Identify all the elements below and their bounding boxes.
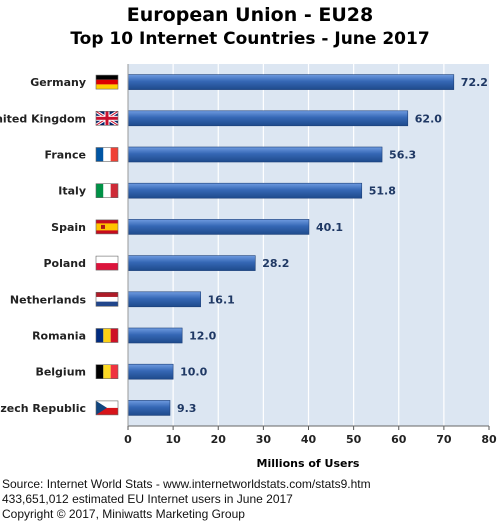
category-label: Italy xyxy=(58,185,86,198)
bar-chart: 72.262.056.351.840.128.216.112.010.09.3 … xyxy=(0,64,497,470)
flag-icons xyxy=(95,74,119,416)
category-label: Romania xyxy=(32,330,86,343)
flag-france-icon xyxy=(95,147,119,162)
flag-czech-republic-icon xyxy=(95,400,119,416)
data-label: 28.2 xyxy=(262,257,289,270)
bar-italy xyxy=(127,182,363,199)
x-tick-label: 80 xyxy=(481,433,497,446)
category-label: Germany xyxy=(30,76,86,89)
bar-united-kingdom xyxy=(127,110,409,127)
footer-estimate: 433,651,012 estimated EU Internet users … xyxy=(2,492,293,506)
footer-copyright: Copyright © 2017, Miniwatts Marketing Gr… xyxy=(2,507,245,521)
category-label: Spain xyxy=(51,221,86,234)
flag-italy-icon xyxy=(95,183,119,198)
x-tick-label: 10 xyxy=(165,433,181,446)
x-tick-label: 70 xyxy=(436,433,452,446)
category-label: France xyxy=(45,149,86,162)
flag-belgium-icon xyxy=(95,364,119,380)
x-tick-label: 0 xyxy=(124,433,132,446)
flag-poland-icon xyxy=(95,255,119,271)
data-label: 62.0 xyxy=(415,112,442,125)
x-axis-label: Millions of Users xyxy=(257,457,360,470)
bar-netherlands xyxy=(127,291,201,308)
x-tick-label: 50 xyxy=(346,433,362,446)
bar-spain xyxy=(127,219,310,235)
x-tick-label: 30 xyxy=(256,433,272,446)
bars: 72.2 62.0 56.3 51.8 40.1 28.2 16.1 12.0 10.0 9.3 xyxy=(127,74,488,416)
data-label: 10.0 xyxy=(180,366,207,379)
bar-czech-republic xyxy=(127,400,171,416)
data-label: 40.1 xyxy=(316,221,343,234)
category-label: Poland xyxy=(43,257,86,270)
x-axis-ticks: 0 10 20 30 40 50 60 70 80 xyxy=(124,64,497,446)
x-tick-label: 60 xyxy=(391,433,407,446)
bar-france xyxy=(127,146,383,163)
data-label: 56.3 xyxy=(389,149,416,162)
x-tick-label: 20 xyxy=(211,433,227,446)
chart-title: European Union - EU28 xyxy=(126,4,374,26)
bar-poland xyxy=(127,255,256,271)
data-label: 12.0 xyxy=(189,330,216,343)
chart-subtitle: Top 10 Internet Countries - June 2017 xyxy=(70,29,430,49)
bar-belgium xyxy=(127,363,174,380)
bar-germany xyxy=(127,74,455,90)
category-label: Czech Republic xyxy=(0,402,86,415)
category-labels: Germany United Kingdom France Italy Spain Pol… xyxy=(0,76,86,415)
category-label: Belgium xyxy=(35,366,86,379)
flag-romania-icon xyxy=(95,328,119,343)
flag-united-kingdom-icon xyxy=(95,110,119,127)
category-label: United Kingdom xyxy=(0,112,86,125)
data-label: 72.2 xyxy=(461,76,488,89)
data-label: 16.1 xyxy=(208,293,235,306)
category-label: Netherlands xyxy=(10,293,87,306)
flag-netherlands-icon xyxy=(95,291,119,307)
data-label: 51.8 xyxy=(369,185,396,198)
x-tick-label: 40 xyxy=(301,433,317,446)
data-label: 9.3 xyxy=(177,402,197,415)
flag-spain-icon xyxy=(95,219,119,235)
bar-romania xyxy=(127,327,183,344)
footer-source: Source: Internet World Stats - www.inter… xyxy=(2,477,371,491)
flag-germany-icon xyxy=(95,74,119,90)
